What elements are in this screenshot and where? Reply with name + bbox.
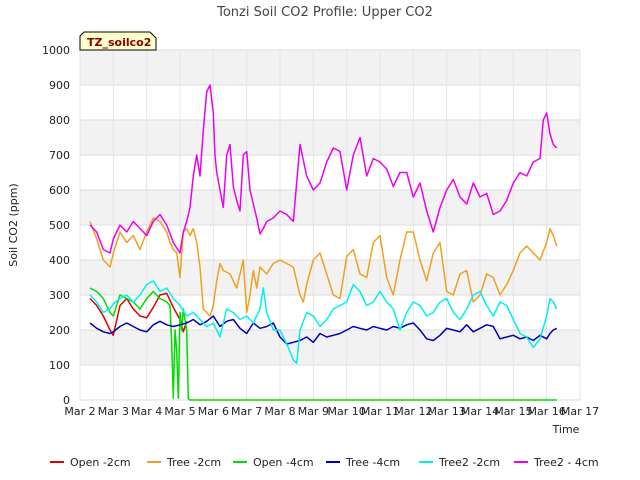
y-tick-label: 300	[49, 289, 70, 302]
x-tick-label: Mar 11	[361, 405, 399, 418]
x-tick-label: Mar 4	[131, 405, 162, 418]
x-tick-label: Mar 14	[461, 405, 499, 418]
series-line-open-4cm	[89, 287, 557, 401]
dataset-tag-label: TZ_soilco2	[87, 36, 151, 49]
plot-band	[80, 365, 580, 400]
x-tick-label: Mar 10	[328, 405, 366, 418]
plot-band	[80, 260, 580, 295]
x-tick-label: Mar 8	[264, 405, 295, 418]
legend-label: Open -2cm	[70, 456, 131, 469]
y-tick-label: 500	[49, 219, 70, 232]
y-tick-label: 900	[49, 79, 70, 92]
series-line-tree2-4cm	[89, 84, 558, 254]
y-tick-label: 0	[63, 394, 70, 407]
series-line-tree-4cm	[89, 315, 558, 345]
plot-background	[80, 50, 580, 400]
x-tick-label: Mar 15	[494, 405, 532, 418]
plot-band	[80, 330, 580, 365]
legend-label: Tree -4cm	[345, 456, 400, 469]
x-tick-label: Mar 7	[231, 405, 262, 418]
x-tick-label: Mar 16	[528, 405, 566, 418]
y-tick-label: 800	[49, 114, 70, 127]
x-tick-label: Mar 6	[198, 405, 229, 418]
series-line-tree2-2cm	[89, 280, 558, 365]
series-line-open-2cm	[89, 292, 188, 337]
y-axis-ticks: 0 100 200 300 400 500 600 700 800 900 1000	[42, 44, 70, 407]
x-tick-label: Mar 5	[164, 405, 195, 418]
y-tick-label: 1000	[42, 44, 70, 57]
x-tick-label: Mar 17	[561, 405, 599, 418]
x-tick-label: Mar 2	[64, 405, 95, 418]
y-tick-label: 600	[49, 184, 70, 197]
y-tick-label: 700	[49, 149, 70, 162]
y-tick-label: 100	[49, 359, 70, 372]
series-lines	[89, 84, 558, 401]
x-axis-ticks: Mar 2 Mar 3 Mar 4 Mar 5 Mar 6 Mar 7 Mar 8 Mar 9…	[64, 405, 599, 418]
legend-label: Tree -2cm	[166, 456, 221, 469]
dataset-tag: TZ_soilco2	[79, 31, 157, 51]
x-axis-title: Time	[552, 423, 580, 436]
legend-label: Open -4cm	[253, 456, 314, 469]
y-tick-label: 200	[49, 324, 70, 337]
series-line-tree-2cm	[89, 217, 558, 317]
x-tick-label: Mar 13	[428, 405, 466, 418]
chart-title: Tonzi Soil CO2 Profile: Upper CO2	[216, 5, 433, 20]
plot-band	[80, 120, 580, 155]
y-axis-title: Soil CO2 (ppm)	[7, 183, 20, 266]
legend: Open -2cm Tree -2cm Open -4cm Tree -4cm Tree…	[50, 456, 599, 469]
plot-band	[80, 50, 580, 85]
x-tick-label: Mar 3	[98, 405, 129, 418]
x-tick-label: Mar 9	[298, 405, 329, 418]
x-tick-label: Mar 12	[394, 405, 432, 418]
plot-band	[80, 155, 580, 190]
plot-band	[80, 225, 580, 260]
legend-label: Tree2 - 4cm	[533, 456, 599, 469]
y-tick-label: 400	[49, 254, 70, 267]
plot-band	[80, 85, 580, 120]
legend-label: Tree2 -2cm	[438, 456, 500, 469]
